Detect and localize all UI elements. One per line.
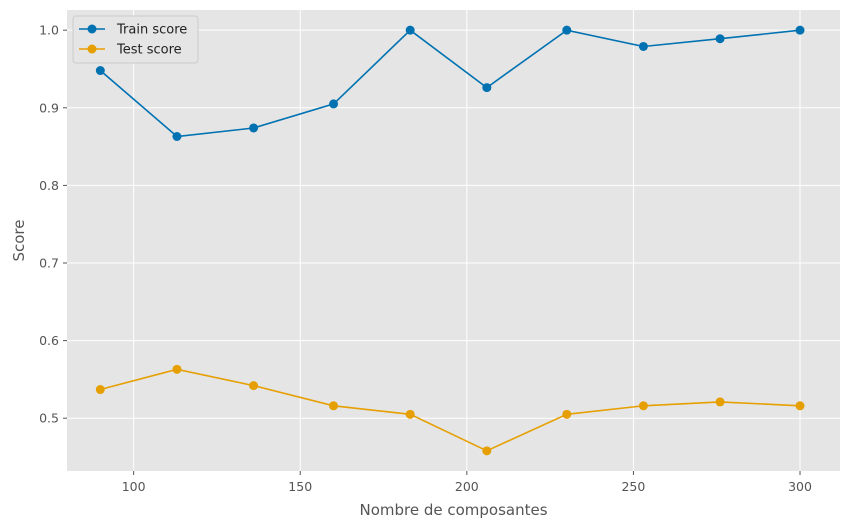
series-layer: [95, 25, 805, 456]
data-point: [638, 41, 648, 51]
legend-item: Test score: [79, 43, 182, 58]
data-point: [249, 381, 259, 391]
axis-ticks: 100 150 200 250 300 0.5 0.6 0.7 0.8 0.9 1.0: [39, 23, 812, 494]
data-point: [795, 25, 805, 35]
data-point: [715, 34, 725, 44]
x-tick-label: 100: [122, 479, 146, 494]
series-train-score: [95, 25, 805, 142]
grid: [67, 10, 840, 471]
data-point: [405, 409, 415, 419]
y-tick-label: 0.8: [39, 178, 59, 193]
data-point: [715, 397, 725, 407]
legend-swatch-marker: [87, 24, 97, 34]
data-point: [329, 99, 339, 109]
data-point: [172, 364, 182, 374]
x-axis-label: Nombre de composantes: [359, 501, 547, 519]
x-tick-label: 200: [455, 479, 479, 494]
y-axis-label: Score: [10, 219, 28, 261]
data-point: [249, 123, 259, 133]
y-tick-label: 0.9: [39, 100, 59, 115]
y-tick-label: 0.7: [39, 256, 59, 271]
data-point: [795, 401, 805, 411]
data-point: [95, 66, 105, 76]
legend: Train score Test score: [72, 15, 199, 64]
x-tick-label: 150: [288, 479, 312, 494]
legend-swatch-marker: [87, 44, 97, 54]
y-tick-label: 1.0: [39, 23, 59, 38]
data-point: [638, 401, 648, 411]
series-line: [100, 368, 801, 452]
data-point: [329, 401, 339, 411]
x-tick-label: 300: [788, 479, 812, 494]
data-point: [482, 446, 492, 456]
data-point: [405, 25, 415, 35]
legend-box: [72, 15, 199, 64]
data-point: [562, 25, 572, 35]
data-point: [562, 409, 572, 419]
x-tick-label: 250: [621, 479, 645, 494]
legend-label: Train score: [116, 23, 187, 38]
data-point: [172, 132, 182, 142]
plot-area: [67, 10, 840, 471]
series-test-score: [95, 364, 805, 456]
data-point: [482, 83, 492, 93]
y-tick-label: 0.5: [39, 411, 59, 426]
legend-label: Test score: [116, 43, 182, 58]
series-line: [99, 29, 801, 138]
data-point: [95, 385, 105, 395]
y-tick-label: 0.6: [39, 333, 59, 348]
legend-item: Train score: [79, 23, 187, 38]
